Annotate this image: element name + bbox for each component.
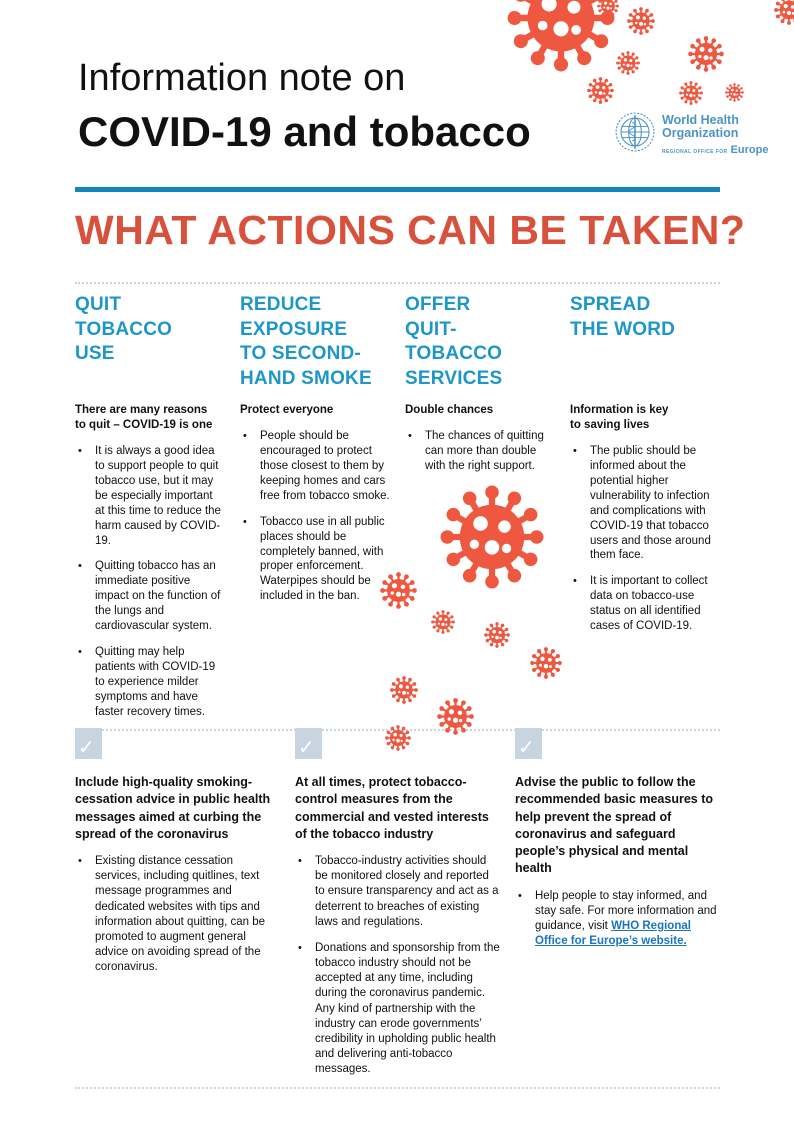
- bullet-item: The public should be informed about the …: [570, 444, 720, 564]
- who-logo: World Health Organization REGIONAL OFFIC…: [614, 111, 768, 156]
- column-subheading: Protect everyone: [240, 404, 334, 416]
- column-subheading: Information is key to saving lives: [570, 404, 669, 431]
- column-reduce-exposure: REDUCE EXPOSURE TO SECOND- HAND SMOKE Pr…: [240, 293, 390, 731]
- bullet-list: Existing distance cessation services, in…: [75, 854, 280, 975]
- bullet-item: The chances of quitting can more than do…: [405, 429, 555, 474]
- bullet-item: Tobacco-industry activities should be mo…: [295, 854, 500, 930]
- checkmark-icon: ✓: [515, 728, 542, 759]
- bullet-item: Help people to stay informed, and stay s…: [515, 889, 720, 950]
- dotted-divider-top: [75, 282, 720, 284]
- dotted-divider-bottom: [75, 1087, 720, 1089]
- who-region-prefix: REGIONAL OFFICE FOR: [662, 149, 728, 155]
- section-heading-text: At all times, protect tobacco-control me…: [295, 775, 489, 841]
- who-emblem-icon: [615, 112, 655, 152]
- column-spread-the-word: SPREAD THE WORD Information is key to sa…: [570, 293, 720, 731]
- column-offer-quit-services: OFFER QUIT- TOBACCO SERVICES Double chan…: [405, 293, 555, 731]
- title-line-2: COVID-19 and tobacco: [78, 108, 531, 155]
- who-org-line-2: Organization: [662, 126, 739, 140]
- bullet-item: Quitting may help patients with COVID-19…: [75, 645, 225, 720]
- section-heading-text: Include high-quality smoking-cessation a…: [75, 775, 271, 841]
- who-logo-text: World Health Organization REGIONAL OFFIC…: [662, 111, 769, 157]
- column-header: SPREAD THE WORD: [570, 294, 676, 340]
- coronavirus-icon-cluster-top: [508, 0, 794, 105]
- bullet-list: Help people to stay informed, and stay s…: [515, 889, 720, 950]
- bullet-item: Tobacco use in all public places should …: [240, 515, 390, 605]
- bullet-list: It is always a good idea to support peop…: [75, 444, 225, 720]
- who-region-name: Europe: [730, 144, 769, 156]
- checkmark-icon: ✓: [295, 728, 322, 759]
- section-heading-text: Advise the public to follow the recommen…: [515, 775, 713, 876]
- actions-columns: QUIT TOBACCO USE There are many reasons …: [75, 293, 720, 731]
- bullet-item: It is always a good idea to support peop…: [75, 444, 225, 549]
- column-header: OFFER QUIT- TOBACCO SERVICES: [405, 294, 503, 390]
- section-cessation-advice: ✓ Include high-quality smoking-cessation…: [75, 728, 280, 1088]
- bullet-list: People should be encouraged to protect t…: [240, 429, 390, 604]
- column-header: REDUCE EXPOSURE TO SECOND- HAND SMOKE: [240, 294, 372, 390]
- column-subheading: Double chances: [405, 404, 494, 416]
- bullet-list: The public should be informed about the …: [570, 444, 720, 634]
- column-quit-tobacco-use: QUIT TOBACCO USE There are many reasons …: [75, 293, 225, 731]
- page-title: Information note on COVID-19 and tobacco: [78, 52, 531, 160]
- bullet-list: Tobacco-industry activities should be mo…: [295, 854, 500, 1077]
- checkmark-icon: ✓: [75, 728, 102, 759]
- section-heading: WHAT ACTIONS CAN BE TAKEN?: [75, 207, 746, 253]
- bullet-item: Donations and sponsorship from the tobac…: [295, 941, 500, 1078]
- column-subheading: There are many reasons to quit – COVID-1…: [75, 404, 213, 431]
- section-protect-tobacco-control: ✓ At all times, protect tobacco-control …: [295, 728, 500, 1088]
- column-header: QUIT TOBACCO USE: [75, 294, 173, 365]
- who-org-line-1: World Health: [662, 113, 739, 127]
- bullet-item: Existing distance cessation services, in…: [75, 854, 280, 975]
- recommendations-sections: ✓ Include high-quality smoking-cessation…: [75, 728, 720, 1088]
- bullet-list: The chances of quitting can more than do…: [405, 429, 555, 474]
- section-advise-public: ✓ Advise the public to follow the recomm…: [515, 728, 720, 1088]
- bullet-item: People should be encouraged to protect t…: [240, 429, 390, 504]
- bullet-item: Quitting tobacco has an immediate positi…: [75, 559, 225, 634]
- header-divider-rule: [75, 187, 720, 192]
- title-line-1: Information note on: [78, 57, 406, 99]
- bullet-text: Help people to stay informed, and stay s…: [535, 889, 717, 932]
- bullet-item: It is important to collect data on tobac…: [570, 574, 720, 634]
- who-europe-website-link[interactable]: WHO Regional Office for Europe’s website…: [535, 919, 691, 948]
